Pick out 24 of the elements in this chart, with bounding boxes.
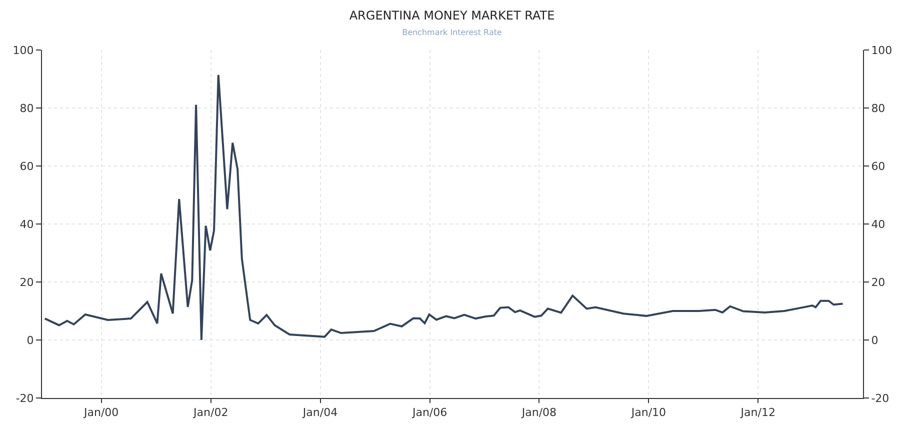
y2-tick-label: -20 xyxy=(871,392,890,405)
x-tick-label: Jan/08 xyxy=(520,406,557,420)
y-tick-label: 60 xyxy=(20,160,34,173)
chart-title: ARGENTINA MONEY MARKET RATE xyxy=(349,8,555,22)
x-tick-label: Jan/10 xyxy=(630,406,666,420)
x-tick-label: Jan/02 xyxy=(192,406,228,420)
y-tick-label: 80 xyxy=(20,102,34,115)
line-series xyxy=(44,74,844,341)
y-tick-label: -20 xyxy=(16,392,34,405)
y-tick-label: 40 xyxy=(20,218,34,231)
y2-tick-label: 100 xyxy=(871,44,892,57)
y2-tick-label: 20 xyxy=(871,276,886,289)
y-tick-label: 0 xyxy=(26,334,34,347)
y-tick-label: 100 xyxy=(12,44,34,57)
y2-tick-label: 40 xyxy=(871,218,886,231)
y-tick-label: 20 xyxy=(20,276,34,289)
x-tick-label: Jan/06 xyxy=(411,406,448,420)
y2-tick-label: 0 xyxy=(871,334,878,347)
x-tick-label: Jan/12 xyxy=(740,406,776,420)
x-tick-label: Jan/00 xyxy=(83,406,119,420)
x-tick-label: Jan/04 xyxy=(302,406,338,420)
chart-subtitle: Benchmark Interest Rate xyxy=(402,28,502,37)
y2-tick-label: 60 xyxy=(871,160,886,173)
y2-tick-label: 80 xyxy=(871,102,886,115)
